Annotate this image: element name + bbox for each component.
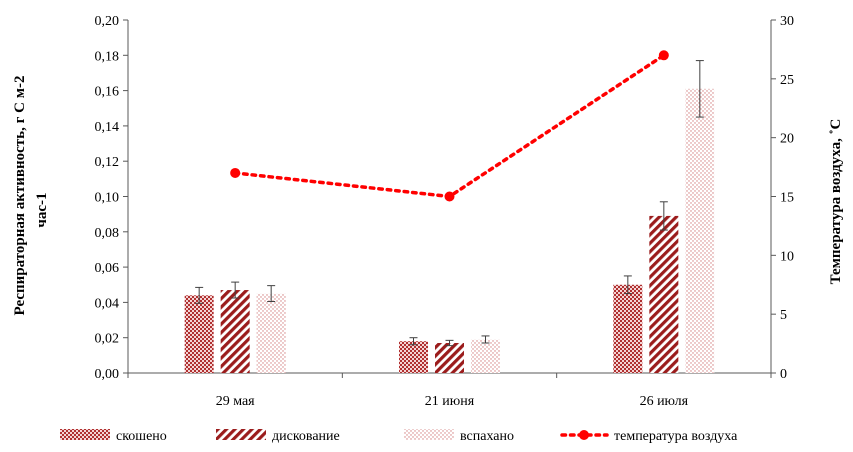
temperature-point	[658, 50, 669, 61]
legend-marker	[579, 430, 589, 440]
legend-label: вспахано	[460, 429, 514, 444]
left-tick-label: 0,06	[95, 261, 120, 276]
bar	[399, 341, 428, 373]
temperature-line	[233, 53, 666, 199]
left-axis-title-line2: час-1	[34, 192, 50, 227]
left-tick-label: 0,02	[95, 332, 120, 347]
bar	[256, 293, 286, 373]
right-tick-label: 10	[780, 249, 794, 264]
left-tick-label: 0,08	[95, 226, 120, 241]
legend-swatch	[404, 429, 454, 440]
bar	[613, 284, 643, 373]
bar	[471, 339, 500, 373]
right-tick-label: 20	[780, 132, 794, 147]
legend-label: дискование	[272, 429, 340, 444]
legend-label: скошено	[116, 429, 167, 444]
bars-layer	[184, 60, 715, 374]
labels-layer: 0,00 0,02 0,04 0,06 0,08 0,10 0,12 0,14 0,16 0,18…	[12, 14, 844, 409]
bar	[685, 88, 715, 374]
left-tick-label: 0,20	[95, 14, 120, 29]
left-tick-label: 0,00	[95, 367, 120, 382]
temperature-line-layer	[230, 50, 669, 202]
left-axis-title: Респираторная активность, г С м-2	[12, 76, 28, 316]
right-axis-title: Температура воздуха, ˚С	[828, 119, 844, 285]
left-tick-label: 0,14	[95, 120, 120, 135]
left-tick-label: 0,16	[95, 85, 120, 100]
category-label: 29 мая	[216, 394, 255, 409]
left-tick-label: 0,12	[95, 155, 120, 170]
bar	[649, 215, 679, 373]
bar	[184, 295, 214, 373]
right-tick-label: 0	[780, 367, 787, 382]
temperature-point	[230, 167, 241, 178]
legend: скошено дискование вспахано температура воз…	[60, 429, 738, 444]
right-tick-label: 30	[780, 14, 794, 29]
right-tick-label: 5	[780, 308, 787, 323]
legend-swatch	[60, 429, 110, 440]
bar	[435, 342, 464, 373]
left-tick-label: 0,04	[95, 296, 120, 311]
legend-label: температура воздуха	[614, 429, 738, 444]
right-tick-label: 25	[780, 73, 794, 88]
right-tick-label: 15	[780, 191, 794, 206]
legend-swatch	[216, 429, 266, 440]
left-tick-label: 0,18	[95, 49, 120, 64]
temperature-point	[444, 191, 455, 202]
left-tick-label: 0,10	[95, 191, 120, 206]
category-label: 21 июня	[425, 394, 475, 409]
category-label: 26 июля	[640, 394, 689, 409]
bar	[220, 290, 250, 373]
